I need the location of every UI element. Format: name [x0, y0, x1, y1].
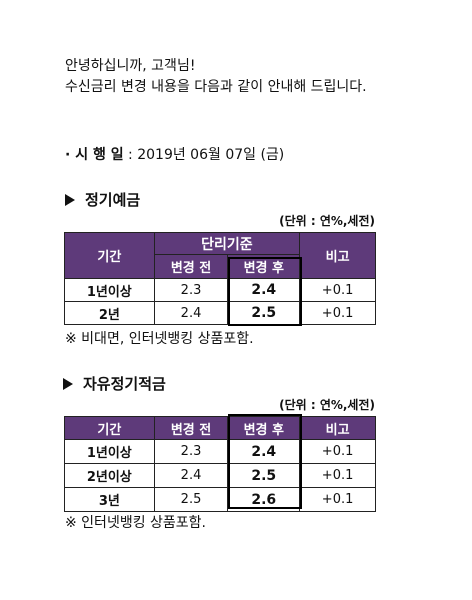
unit-note-deposit: (단위 : 연%,세전) — [279, 214, 375, 228]
unit-note-savings: (단위 : 연%,세전) — [279, 398, 375, 412]
cell-before: 2.4 — [153, 301, 229, 325]
cell-period: 1년이상 — [64, 278, 155, 302]
table-row: 1년이상 2.3 2.4 +0.1 — [64, 439, 376, 464]
header-group-simple-interest: 단리기준 — [153, 232, 301, 255]
cell-after: 2.4 — [227, 439, 301, 464]
header-period: 기간 — [64, 232, 155, 279]
cell-before: 2.3 — [153, 439, 229, 464]
cell-period: 2년이상 — [64, 463, 155, 488]
header-before: 변경 전 — [153, 254, 229, 279]
greeting-line-2: 수신금리 변경 내용을 다음과 같이 안내해 드립니다. — [65, 79, 367, 95]
header-after: 변경 후 — [227, 416, 301, 440]
cell-before: 2.4 — [153, 463, 229, 488]
effective-date: · 시 행 일 : 2019년 06월 07일 (금) — [65, 144, 284, 164]
table-row: 2년 2.4 2.5 +0.1 — [64, 301, 376, 325]
effective-date-label: · 시 행 일 — [65, 147, 124, 163]
savings-rate-table: 기간 변경 전 변경 후 비고 1년이상 2.3 2.4 +0.1 2년이상 2… — [64, 416, 376, 512]
table-row: 2년이상 2.4 2.5 +0.1 — [64, 463, 376, 488]
cell-note: +0.1 — [299, 487, 376, 512]
cell-note: +0.1 — [299, 439, 376, 464]
cell-after: 2.5 — [227, 463, 301, 488]
effective-date-value: 2019년 06월 07일 (금) — [137, 147, 285, 163]
cell-after: 2.5 — [227, 301, 301, 325]
table-row: 1년이상 2.3 2.4 +0.1 — [64, 278, 376, 302]
cell-before: 2.5 — [153, 487, 229, 512]
cell-after: 2.6 — [227, 487, 301, 512]
cell-after: 2.4 — [227, 278, 301, 302]
cell-period: 2년 — [64, 301, 155, 325]
section-title-deposit: 정기예금 — [65, 189, 140, 210]
triangle-bullet-icon — [65, 194, 75, 206]
cell-note: +0.1 — [299, 463, 376, 488]
table-row: 3년 2.5 2.6 +0.1 — [64, 487, 376, 512]
section-title-deposit-label: 정기예금 — [85, 191, 141, 209]
header-period: 기간 — [64, 416, 155, 440]
header-after: 변경 후 — [227, 254, 301, 279]
cell-period: 1년이상 — [64, 439, 155, 464]
cell-note: +0.1 — [299, 278, 376, 302]
cell-before: 2.3 — [153, 278, 229, 302]
footnote-savings: ※ 인터넷뱅킹 상품포함. — [65, 515, 207, 531]
cell-period: 3년 — [64, 487, 155, 512]
section-title-savings-label: 자유정기적금 — [83, 375, 166, 393]
triangle-bullet-icon — [63, 378, 73, 390]
greeting-line-1: 안녕하십니까, 고객님! — [65, 58, 196, 74]
header-note: 비고 — [299, 232, 376, 279]
header-note: 비고 — [299, 416, 376, 440]
effective-date-separator: : — [123, 147, 138, 163]
cell-note: +0.1 — [299, 301, 376, 325]
deposit-rate-table: 기간 단리기준 비고 변경 전 변경 후 1년이상 2.3 2.4 +0.1 2… — [64, 232, 376, 325]
footnote-deposit: ※ 비대면, 인터넷뱅킹 상품포함. — [65, 331, 254, 347]
header-before: 변경 전 — [153, 416, 229, 440]
section-title-savings: 자유정기적금 — [63, 373, 166, 394]
